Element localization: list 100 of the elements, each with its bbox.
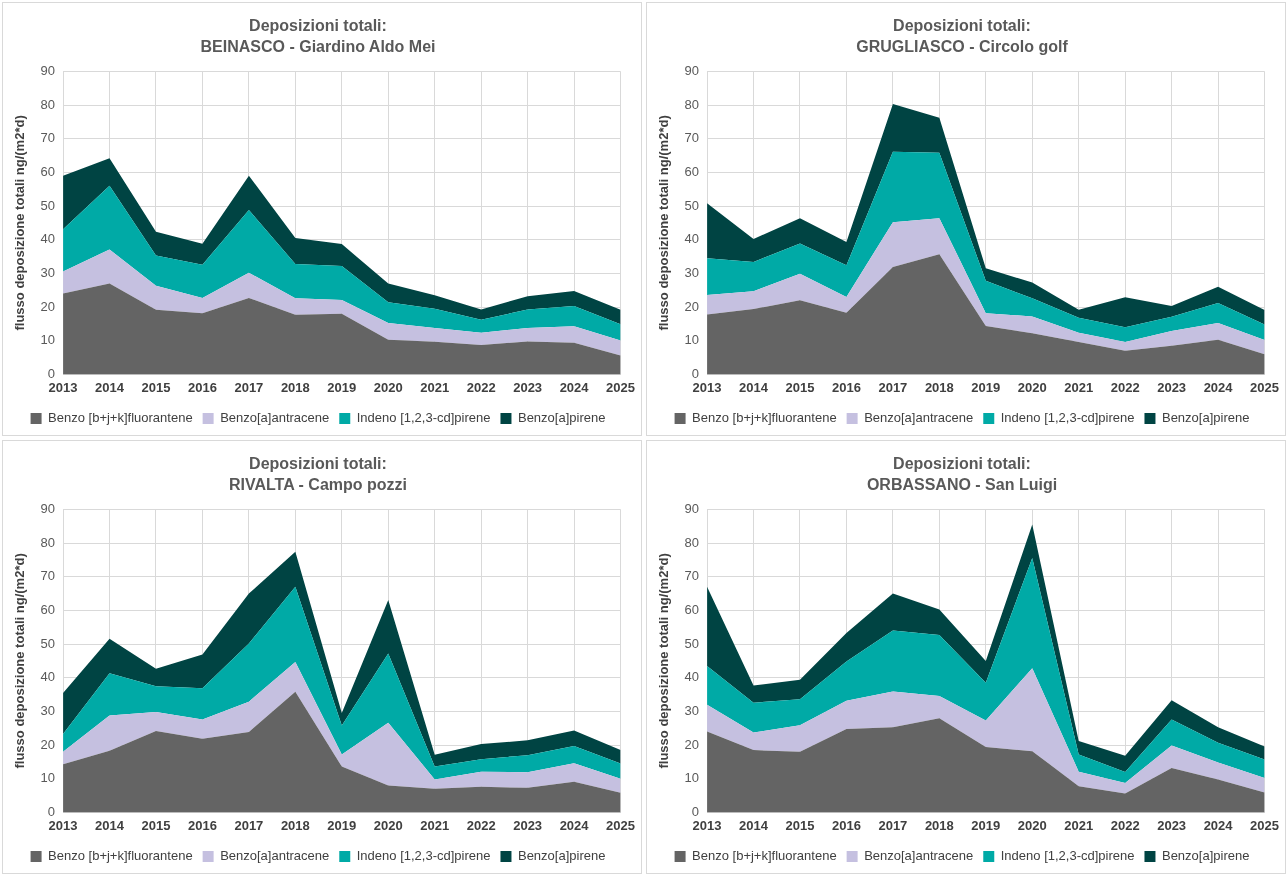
x-tick-label: 2013: [48, 379, 78, 395]
legend-label: Benzo[a]pirene: [1161, 848, 1250, 864]
y-axis-title: flusso deposizione totali ng/(m2*d): [656, 115, 672, 331]
y-tick-label: 10: [684, 332, 700, 348]
y-tick-label: 90: [40, 62, 56, 78]
chart-title: Deposizioni totali:: [249, 17, 387, 35]
chart-title: Deposizioni totali:: [893, 455, 1031, 473]
x-tick-label: 2021: [1064, 817, 1094, 833]
legend-label: Benzo [b+j+k]fluorantene: [692, 410, 837, 426]
x-tick-label: 2022: [1110, 817, 1140, 833]
legend-label: Benzo[a]pirene: [1161, 410, 1250, 426]
legend-label: Benzo[a]antracene: [864, 848, 974, 864]
legend-label: Benzo[a]antracene: [220, 410, 330, 426]
y-tick-label: 70: [684, 130, 700, 146]
x-tick-label: 2024: [559, 379, 590, 395]
chart-subtitle: GRUGLIASCO - Circolo golf: [856, 38, 1069, 56]
chart-title: Deposizioni totali:: [249, 455, 387, 473]
y-tick-label: 70: [40, 130, 56, 146]
y-tick-label: 90: [684, 500, 700, 516]
legend-label: Indeno [1,2,3-cd]pirene: [356, 848, 491, 864]
x-tick-label: 2025: [1250, 817, 1279, 833]
y-tick-label: 40: [684, 231, 700, 247]
x-tick-label: 2014: [95, 817, 125, 833]
x-tick-label: 2023: [513, 379, 543, 395]
x-tick-label: 2020: [373, 379, 403, 395]
x-tick-label: 2019: [971, 817, 1001, 833]
x-tick-label: 2016: [187, 379, 217, 395]
y-tick-label: 0: [47, 803, 56, 819]
legend-label: Benzo[a]pirene: [517, 410, 606, 426]
y-tick-label: 70: [684, 568, 700, 584]
y-tick-label: 60: [684, 163, 700, 179]
y-tick-label: 90: [684, 62, 700, 78]
y-tick-label: 0: [691, 803, 700, 819]
y-tick-label: 90: [40, 500, 56, 516]
x-tick-label: 2021: [420, 817, 450, 833]
legend-label: Benzo [b+j+k]fluorantene: [48, 848, 193, 864]
x-tick-label: 2017: [234, 817, 264, 833]
y-axis-title: flusso deposizione totali ng/(m2*d): [12, 553, 28, 769]
chart-subtitle: RIVALTA - Campo pozzi: [228, 476, 408, 494]
x-tick-label: 2021: [420, 379, 450, 395]
x-tick-label: 2017: [234, 379, 264, 395]
chart-subtitle: BEINASCO - Giardino Aldo Mei: [200, 38, 436, 56]
y-tick-label: 50: [684, 635, 700, 651]
x-tick-label: 2013: [692, 379, 722, 395]
x-tick-label: 2018: [924, 817, 954, 833]
legend-label: Benzo[a]antracene: [864, 410, 974, 426]
y-tick-label: 20: [40, 298, 56, 314]
y-tick-label: 40: [40, 231, 56, 247]
y-tick-label: 30: [40, 264, 56, 280]
x-tick-label: 2019: [971, 379, 1001, 395]
x-tick-label: 2016: [187, 817, 217, 833]
x-tick-label: 2024: [1203, 379, 1234, 395]
x-tick-label: 2023: [513, 817, 543, 833]
x-tick-label: 2014: [739, 379, 769, 395]
x-tick-label: 2024: [559, 817, 590, 833]
y-tick-label: 80: [684, 534, 700, 550]
y-tick-label: 50: [40, 635, 56, 651]
y-tick-label: 80: [40, 534, 56, 550]
x-tick-label: 2021: [1064, 379, 1094, 395]
y-tick-label: 10: [40, 332, 56, 348]
x-tick-label: 2015: [141, 817, 171, 833]
x-tick-label: 2019: [327, 817, 357, 833]
x-tick-label: 2018: [280, 379, 310, 395]
x-tick-label: 2024: [1203, 817, 1234, 833]
x-tick-label: 2018: [280, 817, 310, 833]
x-tick-label: 2022: [1110, 379, 1140, 395]
y-tick-label: 50: [684, 197, 700, 213]
y-tick-label: 20: [684, 298, 700, 314]
y-axis-title: flusso deposizione totali ng/(m2*d): [656, 553, 672, 769]
y-tick-label: 20: [684, 736, 700, 752]
x-tick-label: 2015: [785, 379, 815, 395]
y-tick-label: 30: [40, 702, 56, 718]
y-tick-label: 10: [40, 770, 56, 786]
legend-label: Benzo [b+j+k]fluorantene: [692, 848, 837, 864]
x-tick-label: 2015: [785, 817, 815, 833]
y-tick-label: 40: [684, 669, 700, 685]
y-tick-label: 0: [691, 365, 700, 381]
y-tick-label: 80: [684, 96, 700, 112]
y-tick-label: 30: [684, 702, 700, 718]
y-tick-label: 40: [40, 669, 56, 685]
y-tick-label: 30: [684, 264, 700, 280]
chart-subtitle: ORBASSANO - San Luigi: [866, 476, 1058, 494]
y-tick-label: 20: [40, 736, 56, 752]
y-axis-title: flusso deposizione totali ng/(m2*d): [12, 115, 28, 331]
legend-label: Benzo [b+j+k]fluorantene: [48, 410, 193, 426]
legend-label: Indeno [1,2,3-cd]pirene: [1000, 848, 1135, 864]
y-tick-label: 80: [40, 96, 56, 112]
x-tick-label: 2020: [1017, 817, 1047, 833]
x-tick-label: 2015: [141, 379, 171, 395]
y-tick-label: 60: [40, 163, 56, 179]
y-tick-label: 70: [40, 568, 56, 584]
y-tick-label: 60: [684, 601, 700, 617]
chart-title: Deposizioni totali:: [893, 17, 1031, 35]
y-tick-label: 60: [40, 601, 56, 617]
x-tick-label: 2022: [466, 817, 496, 833]
legend-label: Benzo[a]antracene: [220, 848, 330, 864]
x-tick-label: 2022: [466, 379, 496, 395]
legend-label: Benzo[a]pirene: [517, 848, 606, 864]
x-tick-label: 2014: [95, 379, 125, 395]
legend-label: Indeno [1,2,3-cd]pirene: [1000, 410, 1135, 426]
